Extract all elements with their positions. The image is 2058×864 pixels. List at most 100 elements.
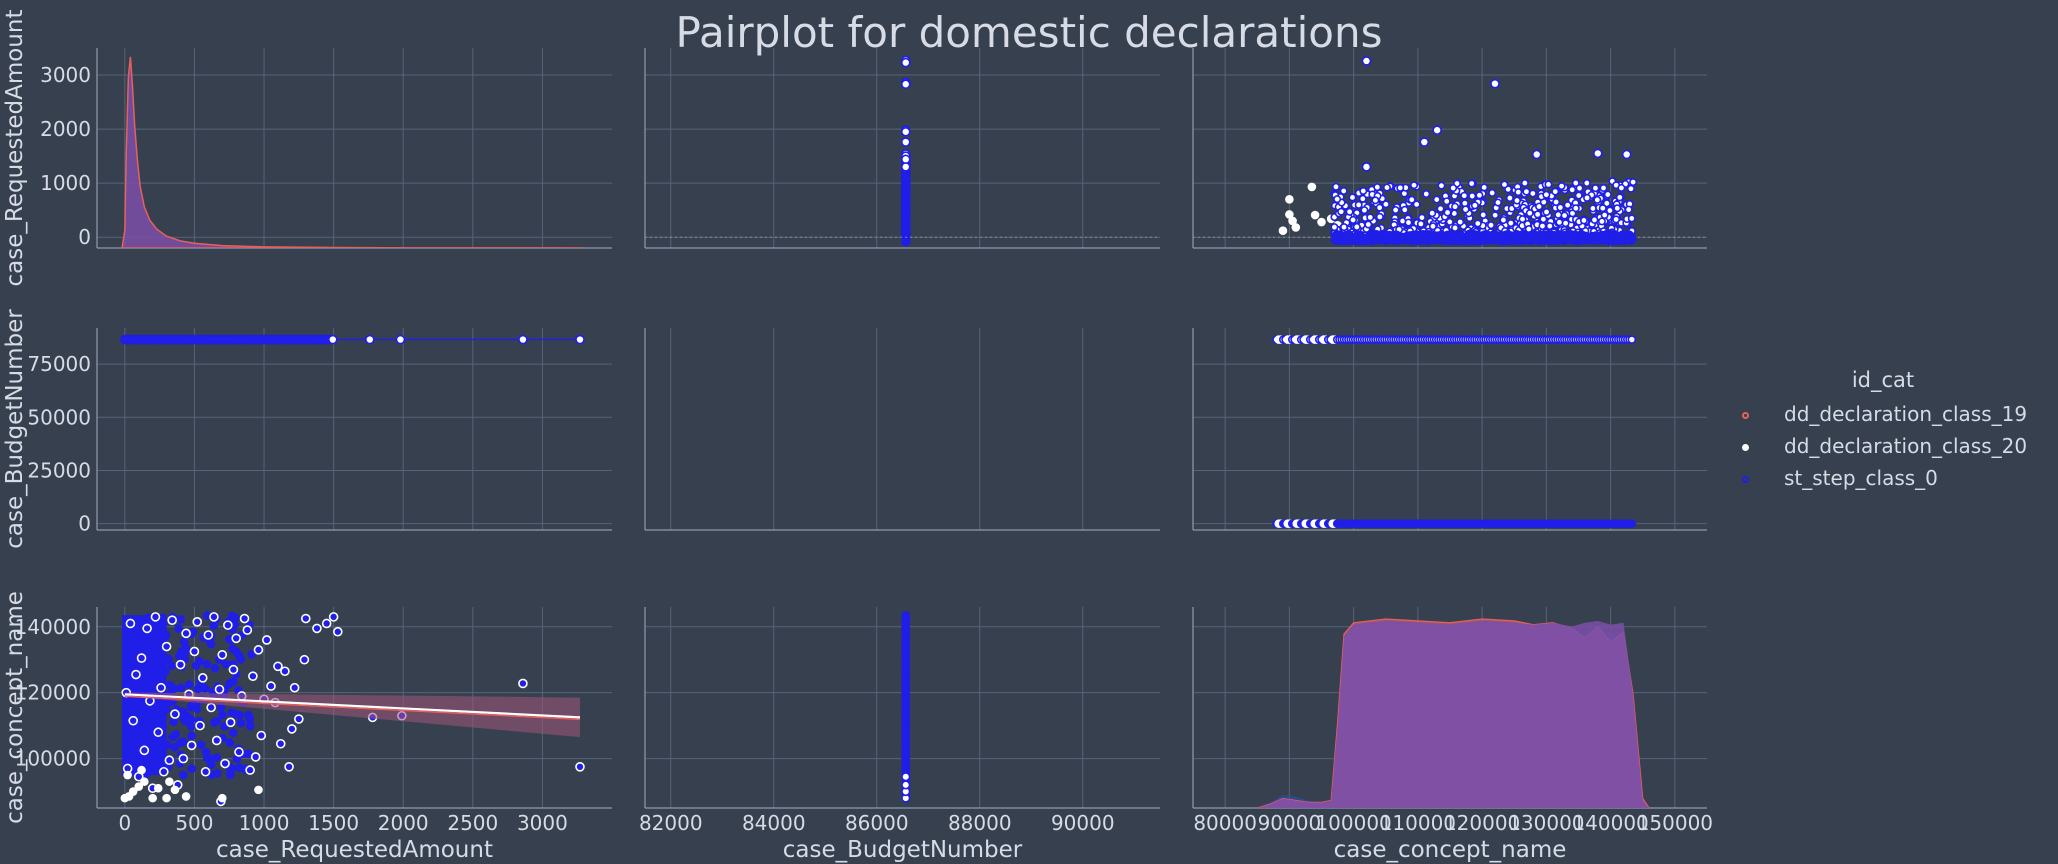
legend-marker-dd-class-19 [1742, 412, 1749, 419]
scatter-point [228, 644, 237, 654]
scatter-point-dd20 [162, 793, 171, 803]
scatter-point [1428, 209, 1437, 218]
scatter-point [1339, 223, 1348, 232]
scatter-point [1561, 219, 1570, 228]
scatter-point [1491, 211, 1500, 220]
scatter-point [123, 724, 133, 734]
x-tick-label: 120000 [1444, 811, 1520, 835]
x-tick-label: 1000 [239, 811, 290, 835]
x-tick-label: 86000 [845, 811, 909, 835]
scatter-point [1330, 223, 1339, 232]
scatter-point [148, 679, 158, 689]
scatter-point [143, 759, 153, 769]
x-axis-label: case_BudgetNumber [783, 837, 1023, 863]
x-tick-label: 82000 [639, 811, 703, 835]
scatter-point [142, 710, 152, 720]
scatter-point [161, 641, 172, 652]
scatter-point [228, 664, 239, 675]
scatter-point [1629, 178, 1638, 187]
y-tick-label: 0 [78, 512, 91, 536]
scatter-point [186, 715, 196, 724]
scatter-point [218, 710, 227, 720]
scatter-point [1538, 222, 1547, 231]
scatter-point [245, 714, 255, 724]
scatter-point-dd20 [1307, 182, 1317, 192]
scatter-point [518, 334, 528, 345]
scatter-point-dd20 [148, 793, 157, 803]
scatter-point [1361, 162, 1372, 172]
scatter-point-dd20 [165, 777, 174, 786]
scatter-point [1419, 137, 1430, 147]
scatter-point [518, 678, 528, 689]
scatter-point [1513, 196, 1522, 205]
scatter-point [1626, 184, 1635, 193]
scatter-point [151, 717, 160, 727]
scatter-point-dd20 [1310, 210, 1320, 220]
scatter-point [231, 633, 241, 644]
scatter-point [901, 610, 911, 620]
scatter-point [137, 722, 146, 732]
scatter-point [1331, 182, 1340, 191]
scatter-point [161, 667, 170, 676]
scatter-point [328, 612, 339, 622]
scatter-point [575, 762, 585, 772]
scatter-point [1558, 235, 1567, 244]
y-tick-label: 2000 [40, 117, 91, 141]
scatter-point [1473, 219, 1482, 228]
scatter-point [176, 683, 186, 693]
scatter-point [161, 631, 170, 641]
x-tick-label: 500 [175, 811, 213, 835]
scatter-point [1493, 198, 1502, 207]
scatter-point [1614, 234, 1623, 243]
scatter-point [327, 334, 338, 345]
scatter-point [1375, 212, 1384, 221]
x-tick-label: 130000 [1508, 811, 1584, 835]
scatter-point [167, 615, 177, 625]
scatter-point [203, 630, 214, 640]
scatter-point [1470, 201, 1479, 210]
scatter-point [1436, 204, 1445, 213]
scatter-point [1542, 190, 1551, 199]
scatter-point [220, 758, 230, 769]
scatter-point [131, 669, 141, 680]
scatter-point [900, 57, 911, 68]
scatter-point [1533, 210, 1542, 219]
scatter-point [225, 717, 236, 728]
x-tick-label: 2500 [447, 811, 498, 835]
scatter-point [1456, 217, 1465, 226]
scatter-point [1560, 211, 1569, 220]
scatter-point [178, 753, 189, 764]
scatter-point [247, 650, 256, 659]
scatter-point [1571, 204, 1580, 213]
scatter-point [1348, 232, 1357, 241]
scatter-point [169, 717, 178, 726]
scatter-point [1583, 193, 1592, 202]
legend-item-dd-class-20: dd_declaration_class_20 [1738, 434, 2058, 462]
scatter-point [212, 753, 222, 762]
scatter-point [250, 752, 261, 762]
x-axis-label: case_concept_name [1334, 837, 1567, 863]
scatter-point [1463, 234, 1472, 243]
scatter-point [1528, 189, 1537, 198]
scatter-point [136, 653, 147, 663]
scatter-point [1381, 200, 1390, 209]
scatter-point [300, 613, 311, 624]
scatter-point [1579, 216, 1588, 225]
scatter-point-dd20 [1285, 195, 1294, 204]
scatter-point [227, 611, 237, 621]
scatter-point [284, 762, 294, 772]
x-tick-label: 150000 [1637, 811, 1713, 835]
scatter-point [1605, 206, 1614, 215]
scatter-point [187, 764, 197, 774]
scatter-point [1522, 187, 1531, 196]
scatter-point [1506, 219, 1515, 228]
scatter-point [1551, 187, 1560, 196]
scatter-point [189, 646, 200, 657]
scatter-point [1505, 194, 1514, 203]
scatter-point [248, 671, 258, 681]
scatter-point [1581, 234, 1590, 243]
y-tick-label: 0 [78, 225, 91, 249]
scatter-point [221, 659, 231, 669]
scatter-point [1382, 183, 1391, 192]
scatter-point [197, 673, 208, 683]
